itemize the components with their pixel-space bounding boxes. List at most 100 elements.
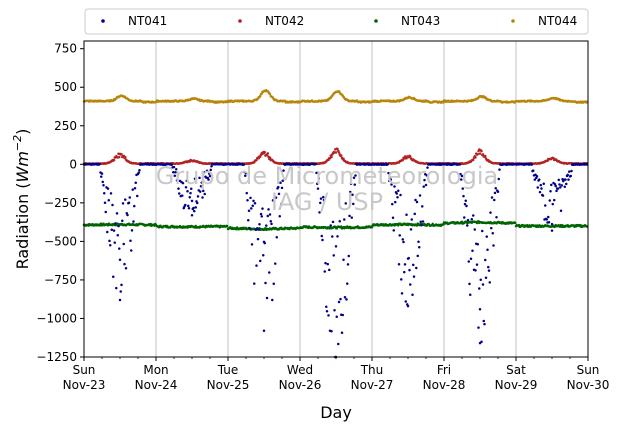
nt041-point [389,178,392,181]
nt041-point [314,162,317,166]
nt041-point [335,315,338,319]
nt041-point [277,185,280,189]
nt041-point [278,214,281,218]
nt041-point [550,222,554,226]
x-tick-label-date: Nov-25 [207,378,250,392]
nt041-point [122,242,125,246]
y-tick-label: −1000 [36,311,77,325]
nt041-point [345,298,348,301]
x-tick-label-day: Mon [143,363,168,377]
nt041-point [541,194,545,197]
y-tick-label: −500 [44,234,77,248]
nt041-point [187,207,191,210]
nt041-point [346,263,350,266]
nt041-point [103,201,107,204]
nt042-point [330,155,333,159]
nt041-point [533,178,536,181]
nt041-point [426,166,429,169]
nt041-point [489,211,492,214]
nt041-point [393,185,396,188]
nt041-point [535,175,539,178]
nt041-point [177,187,180,190]
nt041-point [331,220,335,224]
nt041-point [106,230,109,234]
nt041-point [458,163,461,166]
nt041-point [473,228,476,231]
nt041-point [317,177,320,180]
nt041-point [248,226,251,230]
y-axis-label-prefix: Radiation ( [13,182,32,269]
plot-background [84,41,588,357]
x-tick-label-day: Tue [217,363,239,377]
nt041-point [194,206,197,209]
nt041-point [563,185,566,189]
y-axis-label-exponent: −2 [11,135,24,151]
nt041-point [469,257,473,260]
nt041-point [554,184,557,188]
nt041-point [549,189,552,193]
nt041-point [391,202,394,206]
nt041-point [564,178,567,181]
nt041-point [414,198,417,202]
nt041-point [415,266,418,270]
nt041-point [556,187,560,190]
nt041-point [210,164,213,168]
nt041-point [124,198,127,201]
nt041-point [460,178,463,181]
nt041-point [199,190,202,193]
nt041-point [553,182,557,186]
nt041-point [407,256,410,260]
nt041-point [331,235,334,238]
nt041-point [553,198,556,202]
x-tick-label-date: Nov-29 [495,378,538,392]
nt041-point [530,163,533,166]
nt041-point [190,213,194,217]
nt041-point [260,215,263,218]
nt042-point [484,154,487,158]
nt041-point [351,193,354,197]
nt042-point [336,147,339,151]
nt041-point [536,186,539,189]
nt041-point [184,203,187,207]
nt041-point [334,245,338,248]
nt042-point [118,155,121,159]
y-tick-label: −750 [44,273,77,287]
nt041-point [481,283,485,286]
nt041-point [138,168,141,172]
nt041-point [460,174,464,178]
nt041-point [174,171,177,174]
nt041-point [532,169,535,172]
nt041-point [538,190,542,194]
nt041-point [468,282,471,286]
nt041-point [255,264,258,267]
nt041-point [465,204,468,208]
nt041-point [478,341,482,345]
x-tick-label-day: Sun [577,363,600,377]
nt041-point [126,213,129,217]
nt041-point [247,209,251,212]
nt042-point [263,150,266,154]
nt042-point [340,154,343,157]
nt041-point [392,229,395,232]
nt041-point [487,265,490,269]
nt041-point [338,219,341,223]
nt041-point [491,231,494,235]
legend: NT041 NT042 NT043 NT044 [84,8,589,35]
nt041-point [115,212,119,215]
nt041-point [192,206,195,210]
nt041-point [412,263,415,267]
y-tick-label: 500 [54,80,77,94]
nt041-point [406,304,410,308]
nt041-point [399,193,402,197]
nt042-point [268,156,272,159]
nt041-point [100,172,104,175]
nt041-point [121,202,125,205]
nt041-point [259,212,263,216]
nt041-point [131,188,134,191]
nt041-point [329,224,332,227]
nt041-point [550,183,553,187]
y-tick-label: 250 [54,119,77,133]
x-tick-label-date: Nov-30 [567,378,610,392]
nt041-point [113,241,116,244]
